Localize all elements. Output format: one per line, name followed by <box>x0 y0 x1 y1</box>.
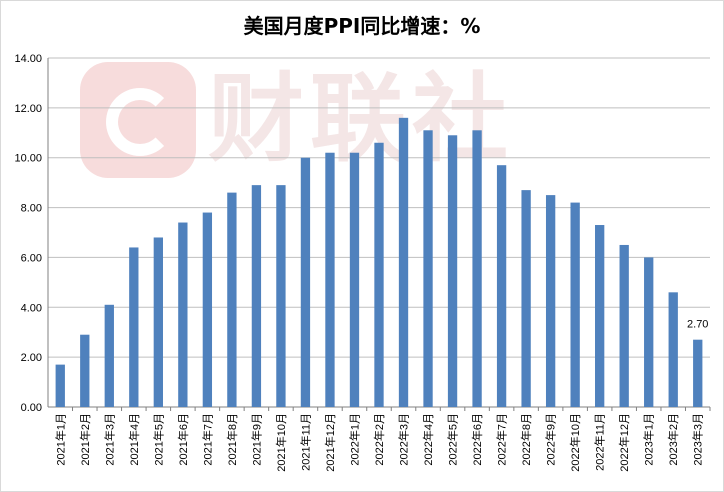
x-tick-label: 2021年3月 <box>102 413 116 466</box>
x-tick-label: 2023年2月 <box>666 413 680 466</box>
chart-title: 美国月度PPI同比增速：% <box>243 14 481 38</box>
bar <box>447 135 458 407</box>
x-tick-label: 2023年1月 <box>642 413 656 466</box>
x-tick-label: 2021年12月 <box>323 413 337 472</box>
watermark: 财联社 <box>80 62 540 182</box>
bar <box>398 117 409 407</box>
x-tick-label: 2021年5月 <box>151 413 165 466</box>
x-tick-label: 2021年9月 <box>249 413 263 466</box>
bar <box>202 212 213 407</box>
x-tick-label: 2022年3月 <box>397 413 411 466</box>
x-tick-label: 2021年11月 <box>298 413 312 471</box>
bar <box>668 292 678 407</box>
bar <box>521 190 531 407</box>
x-tick-label: 2022年11月 <box>593 413 607 471</box>
x-tick-label: 2022年1月 <box>347 413 361 466</box>
bar <box>80 334 90 407</box>
x-tick-label: 2022年9月 <box>544 413 558 466</box>
x-tick-label: 2022年12月 <box>617 413 631 472</box>
x-tick-label: 2021年1月 <box>53 413 67 466</box>
bar <box>570 202 580 407</box>
x-tick-label: 2021年8月 <box>225 413 239 466</box>
y-tick-label: 8.00 <box>21 203 42 215</box>
y-tick-label: 2.00 <box>21 352 42 364</box>
y-tick-label: 0.00 <box>21 402 42 414</box>
bar <box>251 185 262 407</box>
bar <box>496 165 507 407</box>
bar <box>276 185 286 407</box>
bar <box>104 304 114 407</box>
x-tick-label: 2021年7月 <box>200 413 214 466</box>
y-tick-label: 14.00 <box>14 53 42 65</box>
bar <box>693 339 703 407</box>
x-tick-label: 2021年2月 <box>78 413 92 466</box>
x-tick-label: 2022年8月 <box>519 413 533 466</box>
y-tick-label: 6.00 <box>21 252 42 264</box>
x-tick-label: 2022年2月 <box>372 413 386 466</box>
y-tick-label: 4.00 <box>21 302 42 314</box>
bar <box>349 152 360 407</box>
y-tick-label: 12.00 <box>14 103 42 115</box>
x-tick-label: 2021年6月 <box>176 413 190 466</box>
bar <box>227 192 237 407</box>
bar <box>55 364 65 407</box>
y-tick-label: 10.00 <box>14 153 42 165</box>
data-label: 2.70 <box>687 319 708 331</box>
bar <box>374 142 384 407</box>
bar <box>300 157 311 407</box>
bar <box>545 195 556 407</box>
bar <box>423 130 433 408</box>
x-tick-label: 2022年4月 <box>421 413 435 466</box>
x-tick-label: 2023年3月 <box>691 413 705 466</box>
bar <box>325 152 335 407</box>
bar <box>153 237 163 407</box>
x-tick-label: 2022年10月 <box>568 413 582 472</box>
watermark-logo-icon <box>80 62 196 178</box>
x-tick-label: 2022年6月 <box>470 413 484 466</box>
x-tick-label: 2022年7月 <box>495 413 509 466</box>
bar <box>644 257 654 407</box>
bar <box>595 225 605 407</box>
bar <box>129 247 139 407</box>
bar <box>178 222 188 407</box>
x-tick-label: 2022年5月 <box>446 413 460 466</box>
x-tick-label: 2021年4月 <box>127 413 141 466</box>
bar <box>619 244 629 407</box>
x-tick-label: 2021年10月 <box>274 413 288 472</box>
bar <box>472 130 482 408</box>
